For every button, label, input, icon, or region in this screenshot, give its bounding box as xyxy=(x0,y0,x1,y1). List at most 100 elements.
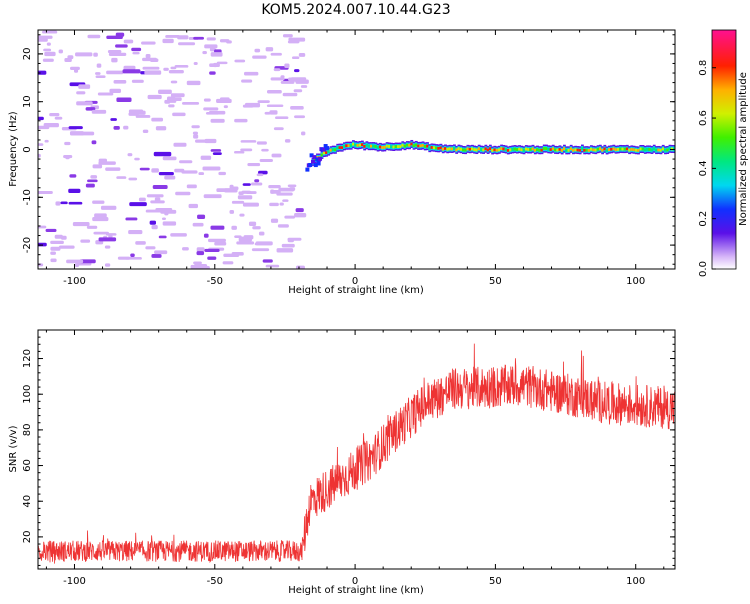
noise-blob xyxy=(128,177,138,181)
track-core xyxy=(462,148,465,152)
track-core xyxy=(502,147,506,151)
noise-blob xyxy=(104,263,111,267)
noise-blob xyxy=(146,194,164,198)
track-core xyxy=(486,148,490,152)
noise-blob xyxy=(242,202,259,207)
noise-blob xyxy=(50,258,57,263)
track-core xyxy=(592,148,596,152)
noise-blob xyxy=(241,79,253,83)
track-core xyxy=(536,148,539,152)
track-transition xyxy=(315,157,320,162)
noise-blob xyxy=(129,202,147,207)
noise-blob xyxy=(223,105,228,109)
noise-blob xyxy=(252,55,267,59)
track-core xyxy=(594,148,598,152)
track-core xyxy=(421,144,425,147)
noise-blob xyxy=(174,65,189,68)
track-core xyxy=(650,148,654,152)
noise-blob xyxy=(265,47,274,52)
track-core xyxy=(540,148,544,152)
track-core xyxy=(666,148,670,152)
noise-blob xyxy=(188,203,198,209)
noise-blob xyxy=(270,77,285,81)
noise-blob xyxy=(193,134,199,139)
track-core xyxy=(589,147,593,151)
snr-xtick-label: -50 xyxy=(207,576,223,587)
noise-blob xyxy=(106,70,124,75)
track-core xyxy=(320,153,324,157)
track-core xyxy=(531,147,535,151)
noise-blob xyxy=(152,184,168,190)
noise-blob xyxy=(200,155,212,160)
track-core xyxy=(369,144,373,148)
track-core xyxy=(515,148,519,151)
noise-blob xyxy=(170,66,177,70)
noise-blob xyxy=(131,79,144,83)
track-core xyxy=(556,148,560,152)
snr-ytick-label: 100 xyxy=(22,385,33,404)
noise-blob xyxy=(270,52,282,56)
track-core xyxy=(412,144,416,148)
track-core xyxy=(664,148,667,152)
track-core xyxy=(661,147,665,151)
noise-blob xyxy=(191,125,200,129)
track-core xyxy=(657,148,661,152)
colorbar: 0.0 0.2 0.4 0.6 0.8 Normalized spectral ampl… xyxy=(698,29,749,277)
noise-blob xyxy=(85,183,95,188)
noise-blob xyxy=(60,201,68,205)
noise-blob xyxy=(193,261,202,265)
track-core xyxy=(488,147,492,151)
track-core xyxy=(401,143,405,147)
noise-blob xyxy=(261,148,269,152)
noise-blob xyxy=(107,49,122,54)
spectrogram-xtick-label: 0 xyxy=(352,276,358,287)
track-core xyxy=(655,148,658,152)
track-core xyxy=(437,146,441,150)
track-core xyxy=(450,147,454,151)
noise-blob xyxy=(258,170,268,175)
noise-blob xyxy=(58,49,63,54)
track-core xyxy=(542,147,546,150)
noise-blob xyxy=(100,205,117,210)
noise-blob xyxy=(132,110,146,115)
track-core xyxy=(441,147,445,151)
noise-blob xyxy=(151,117,164,122)
noise-blob xyxy=(294,69,300,73)
noise-blob xyxy=(145,54,151,59)
noise-blob xyxy=(293,89,303,93)
track-core xyxy=(560,149,564,152)
noise-blob xyxy=(210,225,225,230)
noise-blob xyxy=(123,39,134,44)
track-core xyxy=(520,148,524,152)
noise-blob xyxy=(275,116,289,120)
noise-blob xyxy=(151,168,159,173)
noise-blob xyxy=(241,190,251,194)
noise-blob xyxy=(243,71,259,76)
noise-blob xyxy=(192,222,204,227)
noise-blob xyxy=(135,115,151,118)
track-core xyxy=(524,147,528,151)
track-core xyxy=(405,143,409,147)
noise-blob xyxy=(168,104,175,108)
noise-blob xyxy=(42,30,58,34)
track-core xyxy=(643,148,647,152)
track-core xyxy=(414,143,418,147)
track-core xyxy=(453,147,456,150)
track-core xyxy=(652,147,656,151)
noise-blob xyxy=(127,153,133,157)
track-core xyxy=(354,143,358,147)
noise-blob xyxy=(116,176,127,179)
track-core xyxy=(527,148,530,151)
noise-blob xyxy=(234,235,242,238)
track-core xyxy=(457,147,461,151)
spectrogram-ylabel: Frequency (Hz) xyxy=(8,111,19,187)
noise-blob xyxy=(92,164,103,169)
noise-blob xyxy=(229,184,234,190)
noise-blob xyxy=(91,140,97,145)
noise-blob xyxy=(269,202,279,207)
track-core xyxy=(585,148,589,152)
noise-blob xyxy=(191,82,200,85)
snr-ytick-label: 80 xyxy=(22,424,33,437)
noise-blob xyxy=(49,112,60,117)
spectrogram-xtick-label: 50 xyxy=(489,276,502,287)
